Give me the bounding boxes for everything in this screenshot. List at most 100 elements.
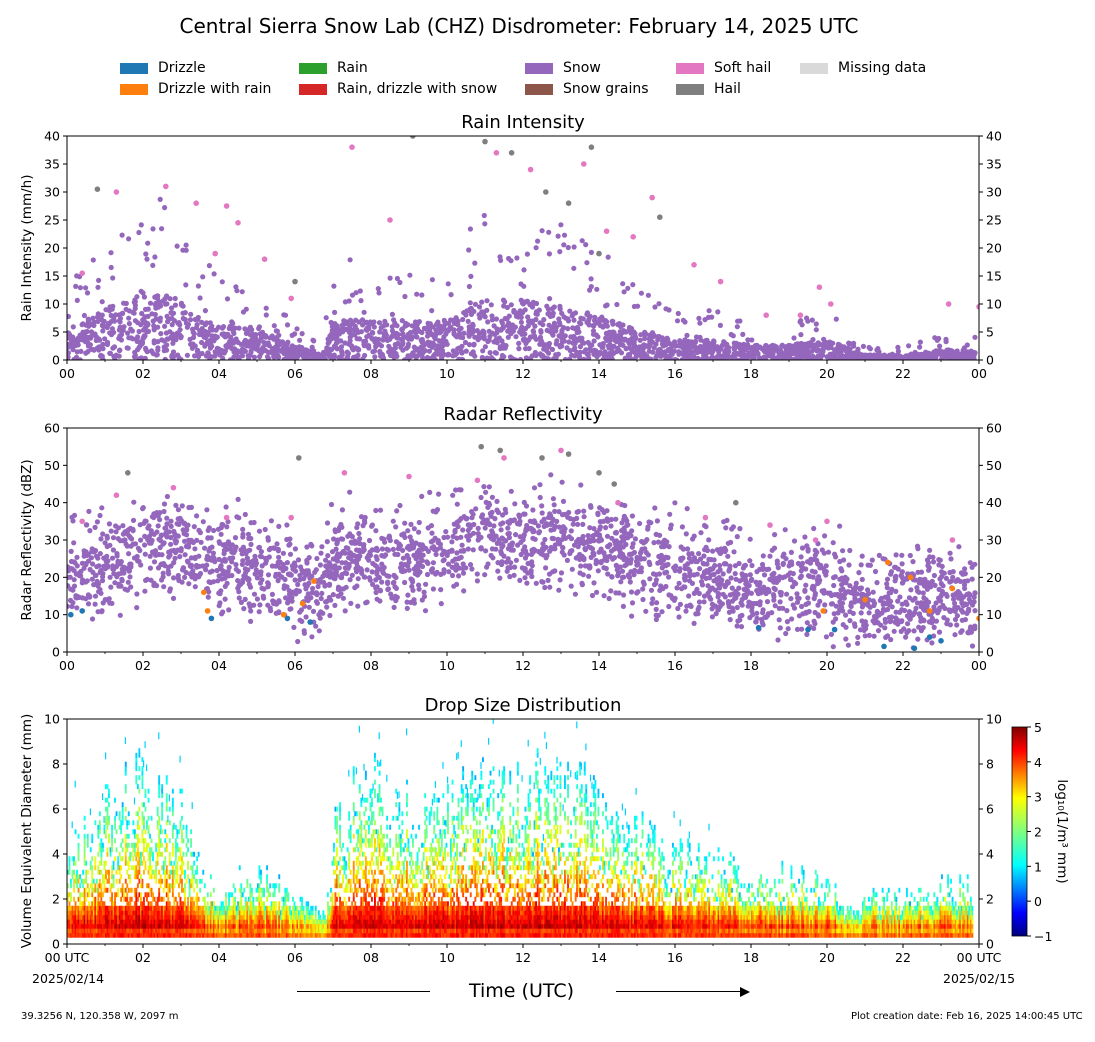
legend-item-drizzle-with-rain: Drizzle with rain	[120, 81, 271, 97]
snow-point	[494, 507, 500, 513]
snow-point	[680, 546, 687, 552]
snow-point	[451, 583, 457, 589]
snow-point	[894, 620, 900, 626]
snow-point	[507, 574, 513, 580]
snow-point	[276, 354, 282, 360]
snow-point	[456, 356, 462, 360]
snow-point	[523, 528, 529, 534]
snow-point	[711, 338, 717, 344]
snow-point	[791, 579, 797, 586]
snow-point	[772, 603, 778, 609]
snow-point	[224, 296, 231, 302]
snow-point	[370, 581, 376, 588]
snow-point	[655, 560, 661, 566]
snow-point	[265, 602, 271, 608]
snow-point	[81, 565, 87, 571]
y-tick-label-right: 15	[986, 269, 1002, 284]
snow-point	[169, 322, 175, 328]
snow-point	[113, 352, 119, 358]
snow-point	[677, 350, 683, 356]
snow-point	[142, 533, 148, 540]
snow-point	[969, 564, 975, 570]
snow-point	[537, 482, 543, 488]
snow-point	[468, 331, 474, 337]
snow-point	[128, 561, 134, 567]
snow-point	[605, 331, 611, 337]
snow-point	[419, 542, 425, 548]
snow-point	[230, 320, 236, 326]
snow-point	[568, 583, 574, 589]
snow-point	[529, 353, 535, 359]
snow-point	[162, 323, 168, 329]
snow-point	[821, 336, 827, 342]
snow-point	[841, 595, 847, 601]
snow-point	[965, 578, 971, 584]
snow-point	[504, 568, 510, 574]
snow-point	[737, 526, 743, 532]
snow-point	[473, 506, 479, 512]
snow-point	[719, 354, 725, 360]
snow-point	[571, 336, 577, 342]
snow-point	[127, 574, 133, 580]
legend-item-rain: Rain	[299, 60, 368, 76]
snow-point	[459, 542, 465, 548]
snow-point	[240, 526, 246, 533]
snow-point	[510, 547, 516, 553]
x-tick-label: 22	[895, 366, 911, 381]
snow-point	[217, 352, 223, 358]
snow-point	[720, 571, 726, 577]
snow-point	[810, 353, 816, 359]
snow-point	[182, 538, 188, 544]
snow-point	[200, 274, 206, 280]
snow-point	[525, 318, 532, 325]
snow-point	[419, 292, 425, 298]
snow-point	[481, 212, 487, 219]
snow-point	[188, 555, 194, 561]
snow-point	[693, 344, 699, 350]
snow-point	[492, 516, 498, 522]
snow-point	[658, 583, 664, 589]
snow-point	[859, 576, 865, 583]
snow-point	[424, 571, 431, 578]
snow-point	[736, 585, 742, 591]
snow-point	[605, 571, 611, 577]
snow-point	[484, 298, 490, 304]
snow-point	[235, 355, 241, 360]
snow-point	[84, 328, 90, 335]
snow-point	[518, 281, 524, 287]
snow-point	[450, 353, 456, 359]
snow-point	[921, 595, 927, 601]
snow-point	[717, 603, 723, 610]
snow-point	[625, 285, 631, 291]
hail-point	[482, 138, 488, 145]
legend-item-drizzle: Drizzle	[120, 60, 206, 76]
snow-point	[145, 328, 152, 334]
snow-point	[658, 552, 664, 559]
snow-point	[71, 512, 78, 519]
soft-hail-point	[387, 217, 393, 223]
snow-point	[608, 588, 614, 594]
snow-point	[252, 571, 258, 577]
snow-point	[421, 325, 427, 331]
snow-point	[560, 544, 566, 551]
snow-point	[207, 325, 213, 331]
snow-point	[416, 529, 422, 535]
snow-point	[369, 320, 375, 326]
snow-point	[827, 590, 833, 596]
snow-point	[798, 332, 804, 338]
snow-point	[141, 334, 147, 340]
soft-hail-point	[79, 270, 85, 277]
snow-point	[377, 598, 383, 604]
snow-point	[117, 315, 124, 321]
snow-point	[138, 288, 144, 294]
snow-point	[284, 522, 290, 528]
snow-point	[355, 346, 361, 352]
snow-point	[966, 349, 972, 355]
snow-point	[539, 353, 545, 359]
snow-point	[866, 344, 872, 351]
snow-point	[579, 335, 585, 341]
snow-point	[282, 312, 289, 318]
snow-point	[972, 334, 978, 340]
snow-point	[562, 356, 569, 360]
